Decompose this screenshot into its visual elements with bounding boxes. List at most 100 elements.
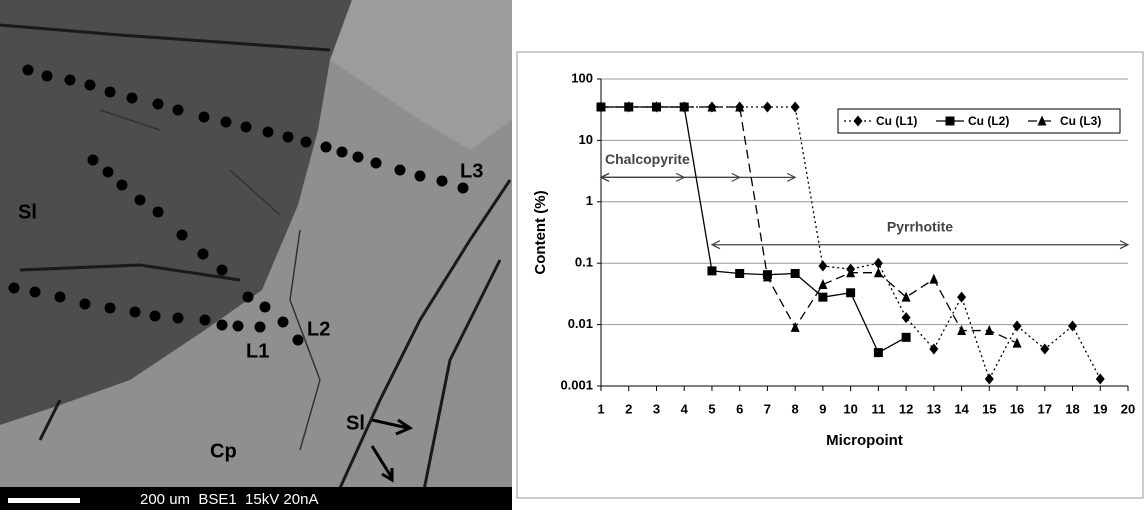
marker bbox=[818, 278, 828, 289]
spot-line bbox=[8, 64, 469, 346]
marker bbox=[853, 115, 863, 127]
spot bbox=[126, 92, 138, 104]
x-tick-label: 20 bbox=[1121, 401, 1135, 416]
annotation: Chalcopyrite bbox=[605, 151, 690, 167]
spot bbox=[116, 179, 128, 191]
spot bbox=[300, 136, 312, 148]
dark-phase bbox=[0, 0, 352, 425]
crack bbox=[99, 109, 321, 451]
marker bbox=[651, 101, 661, 112]
x-tick-label: 16 bbox=[1010, 401, 1024, 416]
marker bbox=[984, 373, 994, 385]
label: L2 bbox=[307, 318, 330, 340]
spot bbox=[277, 316, 289, 328]
micrograph: Sl L3 L1 L2 Cp Sl 200 um BSE1 15kV 20nA bbox=[0, 0, 512, 511]
x-tick-label: 14 bbox=[954, 401, 969, 416]
light-phase bbox=[330, 0, 512, 150]
y-tick-label: 1 bbox=[586, 193, 593, 208]
marker bbox=[957, 325, 967, 336]
spot bbox=[436, 175, 448, 187]
spot bbox=[457, 182, 469, 194]
marker bbox=[873, 267, 883, 278]
marker bbox=[1012, 337, 1022, 348]
spot bbox=[176, 229, 188, 241]
label: L1 bbox=[246, 340, 269, 362]
x-tick-label: 2 bbox=[625, 401, 632, 416]
y-tick-label: 0.001 bbox=[560, 377, 593, 392]
y-tick-label: 0.01 bbox=[568, 316, 593, 331]
marker bbox=[873, 348, 883, 358]
spot bbox=[129, 306, 141, 318]
spot bbox=[199, 314, 211, 326]
marker bbox=[846, 267, 856, 278]
x-tick-label: 9 bbox=[819, 401, 826, 416]
range-arrow bbox=[599, 172, 797, 182]
spot bbox=[240, 121, 252, 133]
spot bbox=[320, 141, 332, 153]
spot bbox=[64, 74, 76, 86]
marker bbox=[707, 266, 717, 276]
label: L3 bbox=[460, 160, 483, 182]
marker bbox=[818, 292, 828, 302]
marker bbox=[901, 332, 911, 342]
y-tick-label: 0.1 bbox=[575, 255, 593, 270]
x-tick-label: 13 bbox=[927, 401, 941, 416]
marker bbox=[735, 268, 745, 278]
legend-box bbox=[837, 108, 1121, 134]
spot bbox=[242, 291, 254, 303]
spot bbox=[84, 79, 96, 91]
crack bbox=[0, 23, 512, 511]
spot bbox=[104, 302, 116, 314]
spot bbox=[220, 116, 232, 128]
spot bbox=[414, 170, 426, 182]
spot bbox=[336, 146, 348, 158]
spot bbox=[197, 248, 209, 260]
x-axis-label: Micropoint bbox=[826, 432, 903, 449]
marker bbox=[735, 101, 745, 112]
annotation: Pyrrhotite bbox=[887, 218, 953, 234]
spot bbox=[152, 98, 164, 110]
x-tick-label: 19 bbox=[1093, 401, 1107, 416]
spot bbox=[282, 131, 294, 143]
scale-bar-bg bbox=[0, 487, 512, 510]
spot bbox=[134, 194, 146, 206]
spot bbox=[172, 312, 184, 324]
scale-text: 200 um BSE1 15kV 20nA bbox=[140, 491, 318, 508]
marker bbox=[762, 101, 772, 113]
x-tick-label: 1 bbox=[597, 401, 604, 416]
spot bbox=[8, 282, 20, 294]
x-tick-label: 11 bbox=[871, 401, 885, 416]
label: Cp bbox=[210, 440, 237, 462]
marker bbox=[679, 101, 689, 112]
spot bbox=[216, 319, 228, 331]
marker bbox=[901, 291, 911, 302]
label: Sl bbox=[18, 201, 37, 223]
marker bbox=[1095, 373, 1105, 385]
arrow bbox=[370, 418, 414, 483]
marker bbox=[707, 101, 717, 112]
spot bbox=[152, 206, 164, 218]
x-tick-label: 6 bbox=[736, 401, 743, 416]
marker bbox=[929, 343, 939, 355]
spot bbox=[79, 298, 91, 310]
marker bbox=[1012, 320, 1022, 332]
spot bbox=[41, 70, 53, 82]
marker bbox=[945, 116, 955, 126]
y-tick-label: 10 bbox=[579, 132, 593, 147]
spot bbox=[87, 154, 99, 166]
marker bbox=[818, 260, 828, 272]
spot bbox=[104, 86, 116, 98]
marker bbox=[846, 288, 856, 298]
spot bbox=[232, 320, 244, 332]
spot bbox=[352, 151, 364, 163]
spot bbox=[22, 64, 34, 76]
y-tick-label: 100 bbox=[571, 70, 593, 85]
marker bbox=[1068, 320, 1078, 332]
x-tick-label: 18 bbox=[1065, 401, 1079, 416]
y-axis-label: Content (%) bbox=[532, 190, 549, 274]
legend-label: Cu (L3) bbox=[1060, 114, 1101, 128]
spot bbox=[149, 310, 161, 322]
marker bbox=[624, 101, 634, 112]
